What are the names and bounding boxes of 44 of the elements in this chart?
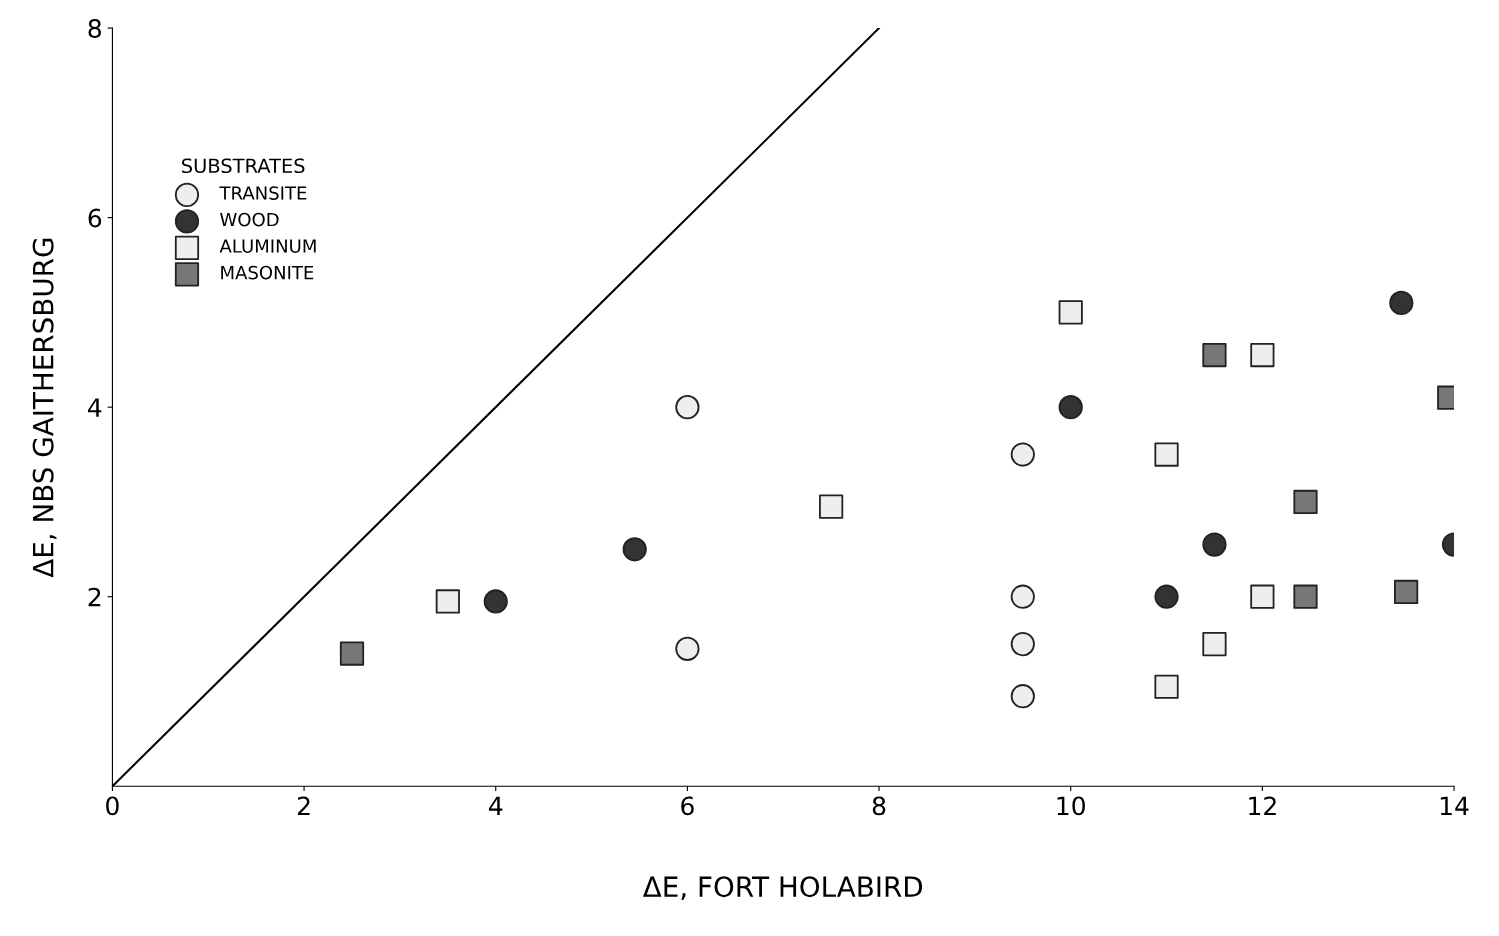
y-tick-label: 4 [88, 398, 102, 417]
legend-label: MASONITE [221, 265, 314, 280]
point [483, 589, 508, 614]
point [1250, 584, 1275, 609]
point [1389, 290, 1414, 316]
point [622, 537, 647, 562]
point [1202, 532, 1227, 557]
point [435, 589, 460, 614]
y-tick-label: 6 [88, 208, 102, 228]
point [1202, 631, 1227, 657]
x-tick-label: 12 [1249, 796, 1276, 815]
x-tick-label: 2 [297, 796, 310, 815]
y-tick-label: 2 [88, 587, 101, 607]
point [675, 395, 700, 420]
x-tick-label: 14 [1440, 796, 1469, 815]
legend-label: WOOD [220, 212, 279, 227]
point [1010, 631, 1035, 657]
legend-title: SUBSTRATES [182, 158, 305, 174]
x-tick-label: 6 [681, 796, 694, 816]
x-axis-title: ΔE, FORT HOLABIRD [642, 876, 923, 901]
legend-label: TRANSITE [219, 186, 307, 200]
point [1250, 342, 1275, 368]
point [1154, 442, 1179, 467]
x-tick-label: 10 [1057, 796, 1085, 816]
point [1293, 489, 1318, 515]
point [1058, 395, 1083, 420]
point [1010, 684, 1035, 709]
point [1058, 300, 1083, 325]
y-axis-title: ΔE, NBS GAITHERSBURG [32, 238, 57, 578]
point [1293, 584, 1318, 609]
point [1202, 342, 1227, 368]
legend-label: ALUMINUM [219, 239, 316, 253]
point [819, 494, 844, 519]
point [1010, 584, 1035, 609]
point [1154, 674, 1179, 699]
x-tick-label: 8 [872, 796, 886, 816]
x-tick-label: 4 [489, 796, 503, 815]
point [1394, 579, 1419, 605]
point [675, 636, 700, 661]
y-tick-label: 8 [88, 19, 101, 38]
x-tick-label: 0 [106, 796, 119, 816]
point [339, 641, 365, 666]
point [1010, 442, 1035, 467]
point [1154, 584, 1179, 609]
